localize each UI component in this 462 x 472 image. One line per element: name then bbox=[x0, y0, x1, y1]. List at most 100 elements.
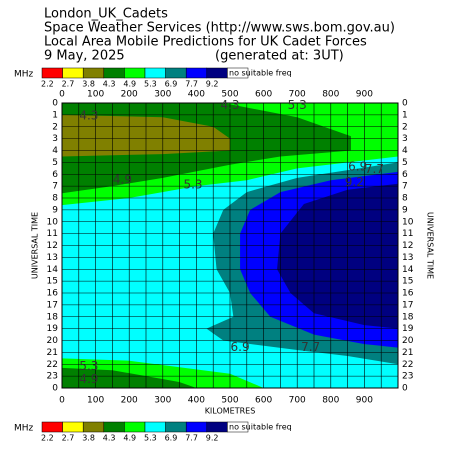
x-tick-label-top: 0 bbox=[59, 90, 65, 100]
y-tick-label-right: 19 bbox=[402, 324, 414, 334]
y-tick-label-left: 0 bbox=[52, 384, 58, 394]
contour-label: 5.3 bbox=[288, 98, 307, 112]
legend-label: 9.2 bbox=[206, 434, 219, 443]
y-tick-label-right: 18 bbox=[402, 312, 414, 322]
contour-label: 7.7 bbox=[301, 340, 320, 354]
legend-swatch bbox=[165, 421, 187, 433]
y-tick-label-left: 20 bbox=[47, 336, 59, 346]
title-line: Local Area Mobile Predictions for UK Cad… bbox=[44, 35, 367, 50]
y-tick-label-right: 20 bbox=[402, 336, 414, 346]
legend-label: 5.3 bbox=[144, 80, 157, 89]
legend-label: 7.7 bbox=[185, 434, 198, 443]
y-tick-label-left: 12 bbox=[47, 241, 58, 251]
y-tick-label-right: 22 bbox=[402, 360, 413, 370]
y-tick-label-left: 11 bbox=[47, 229, 58, 239]
y-tick-label-right: 10 bbox=[402, 217, 414, 227]
y-tick-label-left: 22 bbox=[47, 360, 58, 370]
contour-label: 6.9 bbox=[348, 160, 367, 174]
generated-note: (generated at: 3UT) bbox=[215, 49, 344, 64]
y-tick-label-left: 5 bbox=[52, 158, 58, 168]
contour-label: 5.3 bbox=[183, 177, 202, 191]
legend-swatch bbox=[165, 67, 187, 79]
legend-swatch bbox=[82, 421, 105, 433]
x-tick-label-bottom: 900 bbox=[356, 396, 373, 406]
legend-label: 3.8 bbox=[82, 434, 95, 443]
x-axis-label: KILOMETRES bbox=[205, 407, 256, 416]
y-tick-label-right: 6 bbox=[402, 170, 408, 180]
x-tick-label-top: 200 bbox=[121, 90, 138, 100]
x-tick-label-top: 800 bbox=[322, 90, 339, 100]
y-tick-label-right: 15 bbox=[402, 277, 413, 287]
y-tick-label-left: 17 bbox=[47, 300, 58, 310]
x-tick-label-top: 900 bbox=[356, 90, 373, 100]
contour-label: 7.7 bbox=[365, 162, 384, 176]
y-tick-label-right: 5 bbox=[402, 158, 408, 168]
legend-swatch bbox=[124, 421, 146, 433]
x-tick-label-bottom: 300 bbox=[154, 396, 171, 406]
contour-label: 6.9 bbox=[231, 340, 250, 354]
legend-label: 6.9 bbox=[165, 80, 178, 89]
contour-label: 4.3 bbox=[220, 98, 239, 112]
y-tick-label-left: 6 bbox=[52, 170, 58, 180]
y-tick-label-right: 8 bbox=[402, 194, 408, 204]
x-tick-label-top: 100 bbox=[87, 90, 104, 100]
legend-label: 4.3 bbox=[103, 434, 116, 443]
legend-label: 9.2 bbox=[206, 80, 219, 89]
y-tick-label-left: 15 bbox=[47, 277, 58, 287]
legend-swatch bbox=[103, 421, 125, 433]
y-tick-label-right: 2 bbox=[402, 122, 408, 132]
y-tick-label-right: 17 bbox=[402, 300, 413, 310]
y-axis-label-left: UNIVERSAL TIME bbox=[31, 212, 40, 279]
y-tick-label-right: 0 bbox=[402, 384, 408, 394]
x-tick-label-bottom: 100 bbox=[87, 396, 104, 406]
legend-label: 2.7 bbox=[62, 434, 75, 443]
y-tick-label-left: 16 bbox=[47, 289, 59, 299]
x-tick-label-bottom: 500 bbox=[221, 396, 238, 406]
y-tick-label-right: 7 bbox=[402, 182, 408, 192]
contour-label: 5.3 bbox=[79, 359, 98, 373]
legend-label: 7.7 bbox=[185, 80, 198, 89]
legend-swatch bbox=[103, 67, 125, 79]
y-tick-label-left: 23 bbox=[47, 372, 58, 382]
y-tick-label-left: 13 bbox=[47, 253, 58, 263]
legend-none-label: no suitable freq bbox=[229, 69, 292, 78]
y-tick-label-left: 9 bbox=[52, 205, 58, 215]
title-line: 9 May, 2025 bbox=[44, 49, 125, 64]
legend-swatch bbox=[62, 421, 84, 433]
x-tick-label-top: 600 bbox=[255, 90, 272, 100]
legend-swatch bbox=[185, 67, 208, 79]
legend-swatch bbox=[185, 421, 208, 433]
contour-region bbox=[277, 183, 398, 329]
y-tick-label-left: 2 bbox=[52, 122, 58, 132]
legend-label: 5.3 bbox=[144, 434, 157, 443]
legend-swatch bbox=[144, 421, 166, 433]
title-line: London_UK_Cadets bbox=[44, 7, 168, 22]
y-tick-label-right: 16 bbox=[402, 289, 414, 299]
x-tick-label-top: 300 bbox=[154, 90, 171, 100]
y-tick-label-left: 0 bbox=[52, 99, 58, 109]
contour-label: 4.3 bbox=[79, 109, 98, 123]
legend-label: 4.3 bbox=[103, 80, 116, 89]
legend-label: 2.2 bbox=[41, 434, 54, 443]
legend-swatch bbox=[227, 421, 249, 433]
legend-label: 2.2 bbox=[41, 80, 54, 89]
y-tick-label-left: 7 bbox=[52, 182, 58, 192]
contour-label: 4.9 bbox=[79, 372, 98, 386]
contour-label: 4.9 bbox=[113, 173, 132, 187]
legend-unit: MHz bbox=[14, 424, 34, 434]
x-tick-label-bottom: 600 bbox=[255, 396, 272, 406]
y-tick-label-right: 11 bbox=[402, 229, 413, 239]
plot-frame bbox=[61, 102, 399, 389]
y-axis-label-right: UNIVERSAL TIME bbox=[426, 212, 435, 279]
x-tick-label-bottom: 800 bbox=[322, 396, 339, 406]
y-tick-label-left: 19 bbox=[47, 324, 59, 334]
legend-label: 3.8 bbox=[82, 80, 95, 89]
legend-swatch bbox=[206, 67, 228, 79]
x-tick-label-top: 500 bbox=[221, 90, 238, 100]
y-tick-label-left: 4 bbox=[52, 146, 58, 156]
y-tick-label-right: 13 bbox=[402, 253, 413, 263]
legend-swatch bbox=[62, 67, 84, 79]
y-tick-label-right: 12 bbox=[402, 241, 413, 251]
y-tick-label-right: 0 bbox=[402, 99, 408, 109]
